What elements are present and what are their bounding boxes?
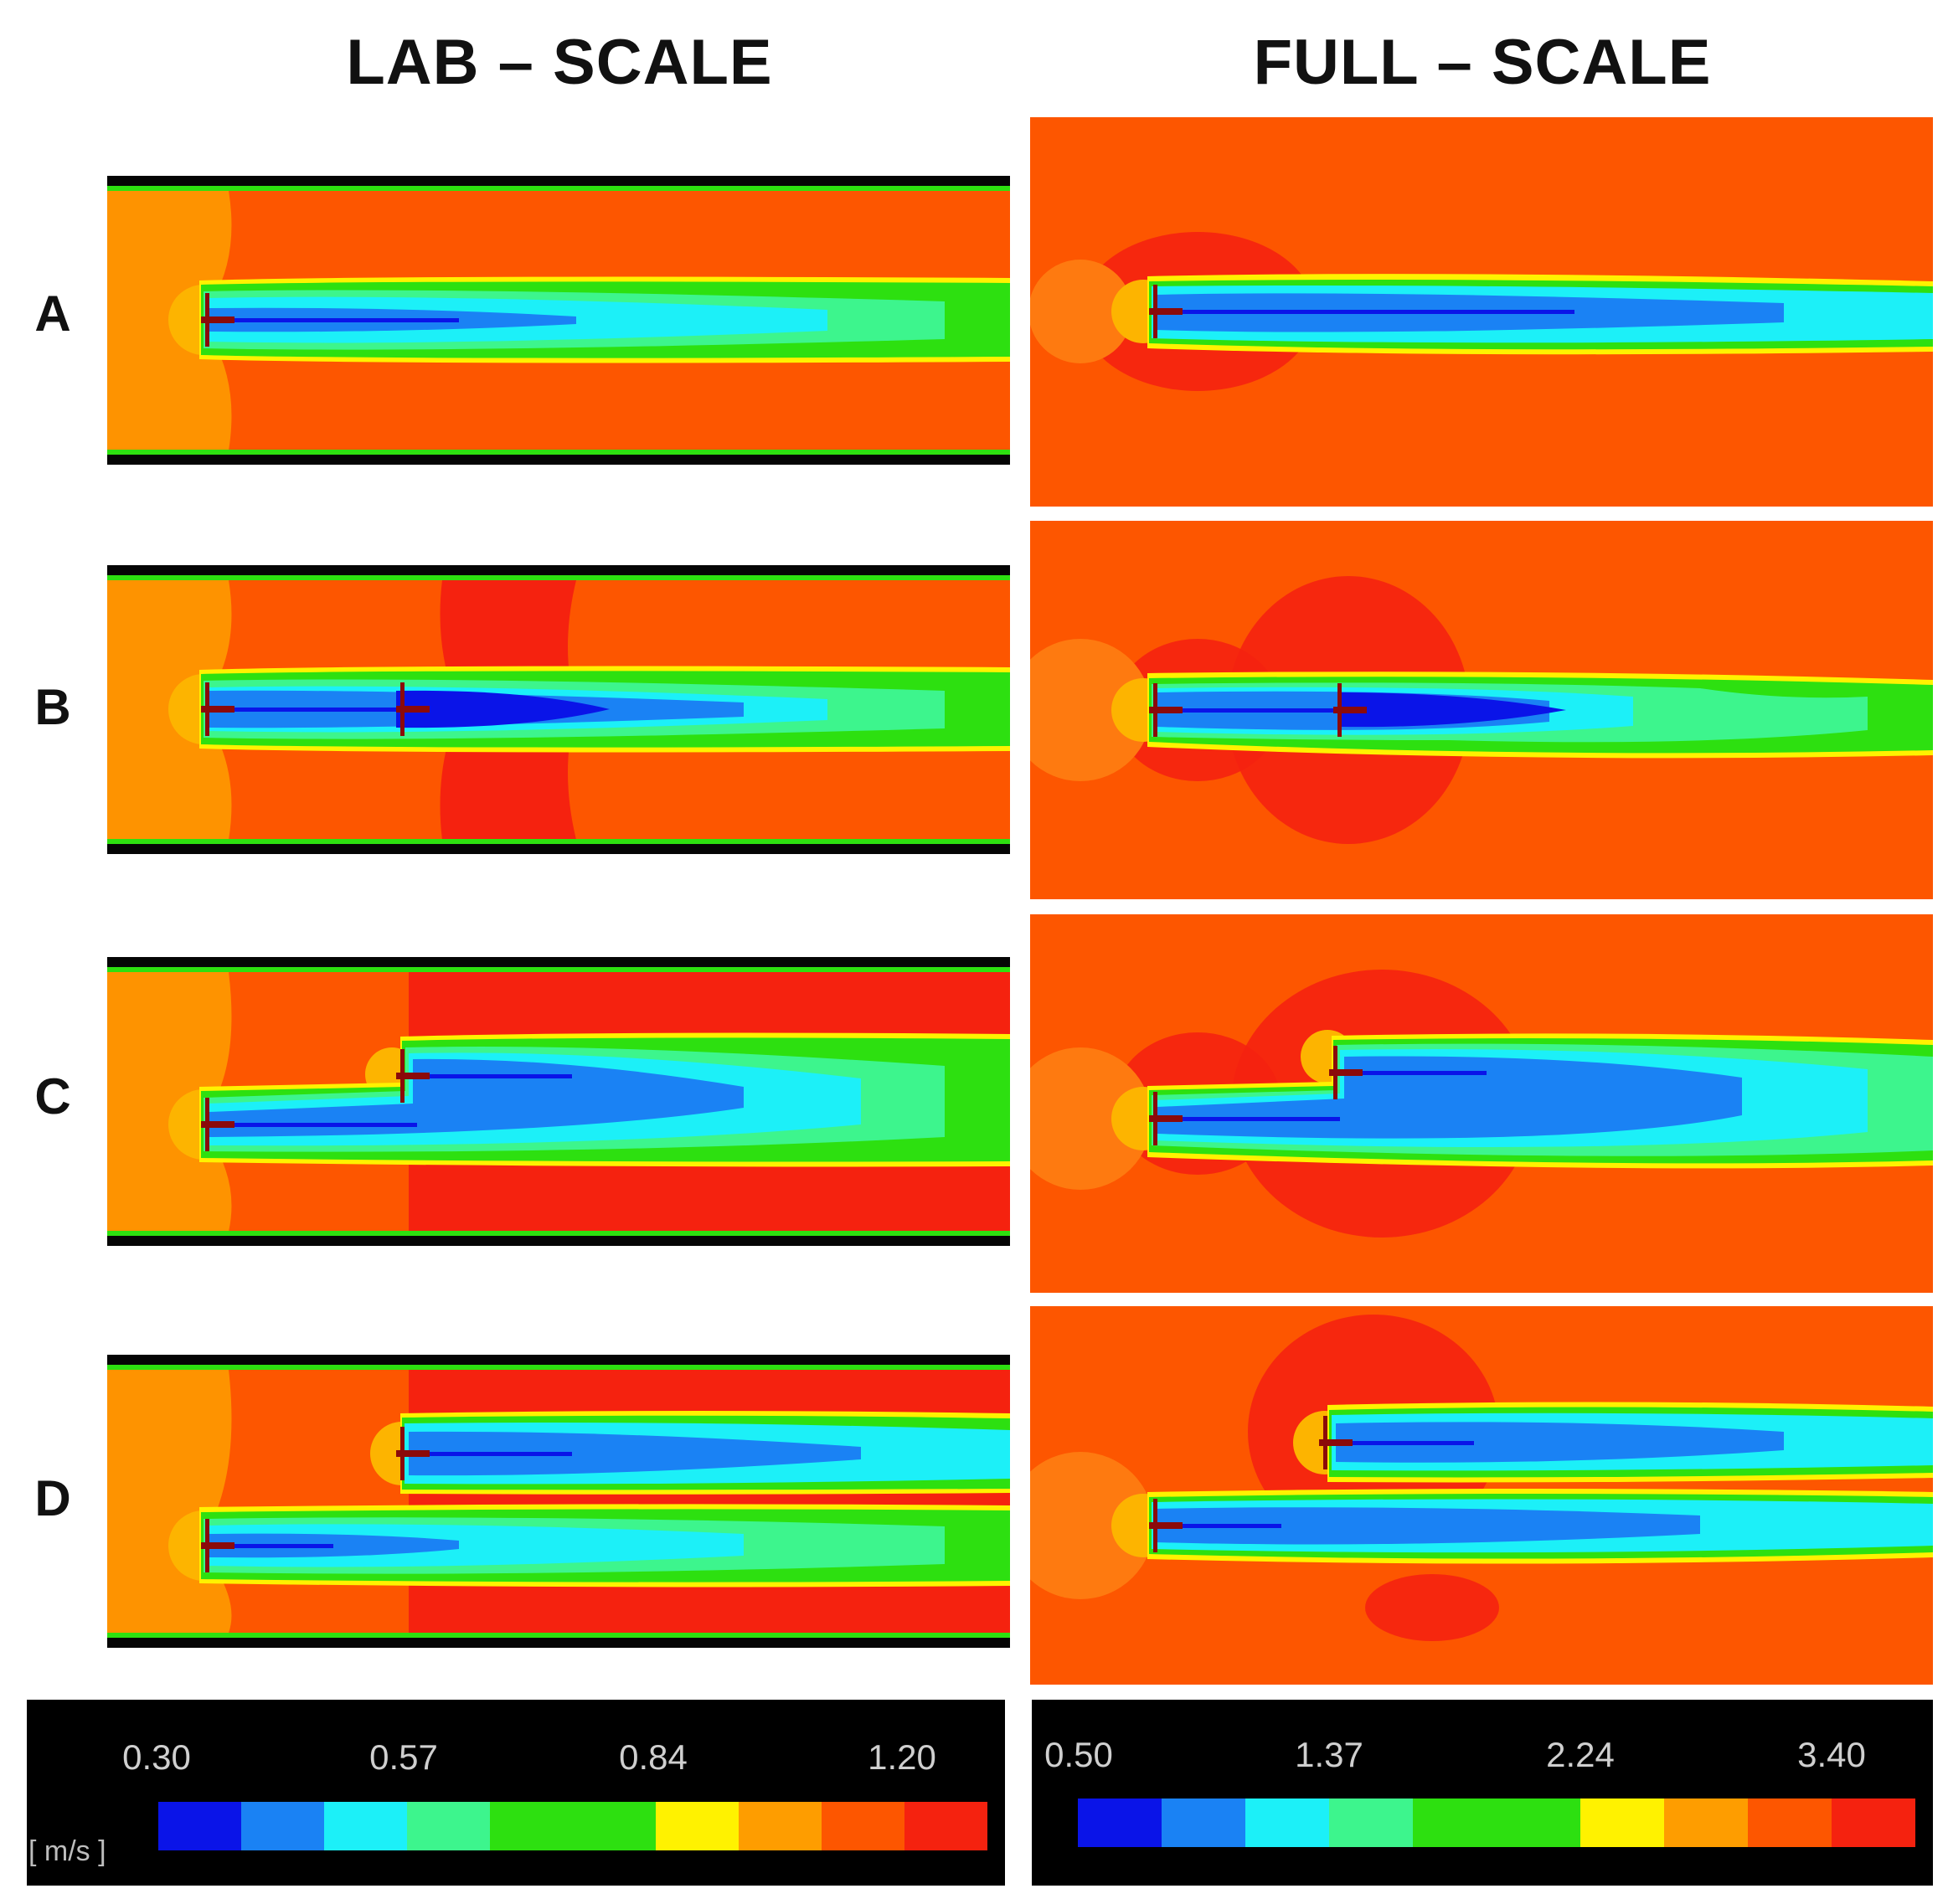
full-colorbar-legend: 0.50 1.37 2.24 3.40 <box>1032 1700 1933 1886</box>
full-panel-b <box>1030 521 1933 899</box>
full-legend-swatch-4 <box>1329 1799 1413 1847</box>
lab-legend-tick-1: 0.30 <box>122 1737 191 1777</box>
full-color-scale <box>1078 1799 1915 1847</box>
full-scale-title: FULL – SCALE <box>1253 27 1712 98</box>
full-legend-tick-2: 1.37 <box>1295 1735 1363 1774</box>
lab-legend-swatch-7 <box>656 1802 739 1850</box>
full-legend-swatch-2 <box>1162 1799 1245 1847</box>
full-legend-swatch-8 <box>1664 1799 1748 1847</box>
full-legend-swatch-6 <box>1497 1799 1580 1847</box>
lab-legend-swatch-8 <box>739 1802 822 1850</box>
lab-legend-swatch-4 <box>407 1802 490 1850</box>
lab-panel-b <box>107 565 1010 854</box>
full-legend-swatch-3 <box>1245 1799 1329 1847</box>
lab-panel-a <box>107 176 1010 465</box>
full-legend-swatch-9 <box>1748 1799 1832 1847</box>
lab-legend-tick-2: 0.57 <box>369 1737 438 1777</box>
lab-legend-swatch-6 <box>573 1802 656 1850</box>
full-legend-swatch-7 <box>1580 1799 1664 1847</box>
row-label-b: B <box>34 679 71 735</box>
full-legend-swatch-10 <box>1832 1799 1915 1847</box>
lab-legend-swatch-3 <box>324 1802 407 1850</box>
lab-legend-units: [ m/s ] <box>28 1835 106 1867</box>
lab-legend-swatch-1 <box>158 1802 241 1850</box>
lab-color-scale <box>158 1802 987 1850</box>
lab-legend-tick-3: 0.84 <box>619 1737 688 1777</box>
full-panel-c <box>1030 914 1933 1293</box>
row-label-a: A <box>34 286 71 342</box>
lab-panel-d <box>107 1355 1010 1648</box>
lab-legend-tick-4: 1.20 <box>868 1737 936 1777</box>
full-legend-swatch-5 <box>1413 1799 1497 1847</box>
full-legend-tick-1: 0.50 <box>1044 1735 1113 1774</box>
lab-scale-title: LAB – SCALE <box>346 27 773 98</box>
lab-legend-swatch-2 <box>241 1802 324 1850</box>
lab-legend-swatch-5 <box>490 1802 573 1850</box>
lab-colorbar-legend: 0.30 0.57 0.84 1.20 [ m/s ] <box>27 1700 1005 1886</box>
full-panel-a <box>1030 117 1933 507</box>
full-legend-tick-4: 3.40 <box>1797 1735 1866 1774</box>
full-legend-swatch-1 <box>1078 1799 1162 1847</box>
lab-panel-c <box>107 957 1010 1246</box>
lab-legend-swatch-10 <box>904 1802 987 1850</box>
row-label-d: D <box>34 1470 71 1526</box>
full-panel-d <box>1030 1306 1933 1685</box>
lab-legend-swatch-9 <box>822 1802 904 1850</box>
row-label-c: C <box>34 1068 71 1124</box>
full-legend-tick-3: 2.24 <box>1546 1735 1615 1774</box>
